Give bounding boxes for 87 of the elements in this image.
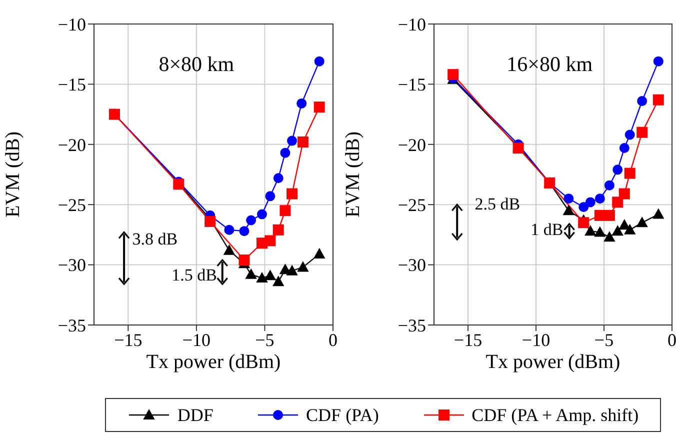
y-tick-label: −20 — [58, 134, 86, 155]
point — [584, 226, 596, 236]
point — [594, 226, 606, 237]
annotation: 16×80 km — [506, 52, 593, 76]
x-axis-title: Tx power (dBm) — [486, 351, 620, 373]
point — [652, 94, 664, 106]
point — [256, 272, 268, 283]
point — [238, 254, 250, 266]
point — [272, 276, 284, 286]
y-tick-label: −15 — [398, 74, 426, 95]
point — [272, 224, 284, 236]
point — [286, 265, 298, 276]
annotation: 1.5 dB — [172, 266, 217, 285]
y-tick-label: −10 — [398, 14, 426, 34]
point — [594, 194, 605, 204]
y-tick-label: −35 — [398, 315, 426, 336]
point — [297, 136, 308, 148]
point — [224, 224, 234, 235]
point — [652, 208, 664, 219]
y-axis-title: EVM (dB) — [2, 131, 24, 218]
x-axis-title: Tx power (dBm) — [146, 351, 281, 373]
point — [314, 248, 325, 258]
annotation: 8×80 km — [158, 52, 234, 76]
point — [624, 130, 635, 140]
point — [448, 69, 459, 80]
point — [224, 244, 235, 255]
y-tick-label: −25 — [58, 194, 86, 215]
x-tick-label: −15 — [114, 330, 142, 350]
legend-label: DDF — [177, 404, 214, 426]
point — [204, 216, 216, 227]
point — [612, 196, 624, 208]
point — [578, 202, 589, 212]
x-tick-label: 0 — [328, 330, 338, 350]
legend-label: CDF (PA) — [306, 404, 379, 426]
point — [296, 98, 307, 108]
point — [604, 210, 615, 221]
point — [280, 148, 290, 158]
legend-label: CDF (PA + Amp. shift) — [472, 404, 639, 426]
point — [314, 102, 325, 113]
annotation: 2.5 dB — [474, 194, 520, 214]
point — [265, 191, 276, 202]
point — [618, 188, 630, 200]
point — [578, 217, 590, 228]
point — [636, 217, 648, 228]
x-tick-label: −10 — [522, 330, 550, 350]
x-tick-label: −5 — [255, 330, 274, 350]
point — [624, 224, 636, 234]
point — [297, 262, 308, 272]
point — [287, 136, 298, 146]
point — [256, 209, 267, 220]
point — [637, 96, 648, 106]
x-tick-label: −15 — [454, 330, 482, 350]
point — [564, 194, 574, 204]
point — [604, 232, 615, 242]
y-tick-label: −35 — [58, 315, 86, 336]
point — [604, 180, 614, 190]
y-tick-label: −30 — [58, 255, 86, 276]
point — [264, 270, 276, 280]
point — [264, 235, 276, 246]
y-axis-title: EVM (dB) — [342, 131, 364, 218]
point — [619, 143, 630, 154]
annotation: 3.8 dB — [132, 230, 178, 249]
point — [612, 164, 623, 175]
y-tick-label: −25 — [398, 194, 426, 215]
y-tick-label: −30 — [398, 255, 426, 276]
point — [286, 188, 298, 200]
point — [314, 56, 324, 66]
point — [636, 126, 648, 138]
x-tick-label: −5 — [594, 330, 614, 350]
point — [239, 226, 250, 236]
point — [246, 268, 257, 279]
y-tick-label: −20 — [398, 134, 426, 155]
y-tick-label: −15 — [58, 74, 86, 95]
point — [512, 142, 524, 154]
annotation: 1 dB — [530, 220, 564, 239]
point — [246, 215, 256, 226]
point — [653, 56, 664, 66]
x-tick-label: 0 — [668, 330, 676, 350]
point — [280, 205, 291, 216]
point — [618, 220, 630, 230]
point — [273, 173, 284, 184]
y-tick-label: −10 — [58, 14, 86, 34]
point — [585, 197, 596, 208]
x-tick-label: −10 — [182, 330, 211, 350]
point — [563, 205, 574, 216]
point — [612, 226, 624, 236]
point — [624, 168, 636, 179]
